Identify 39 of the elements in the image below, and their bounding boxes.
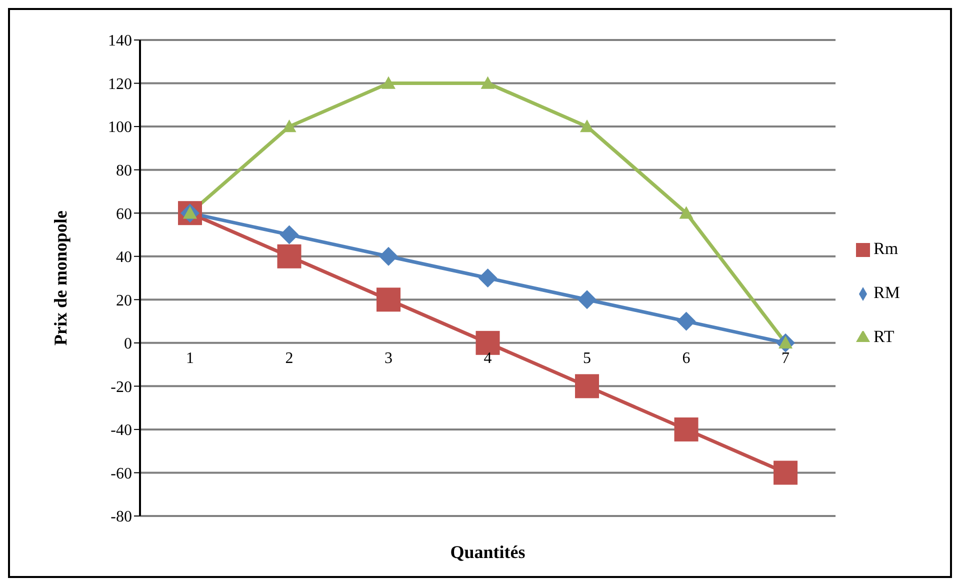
y-tick-label: 140 — [108, 32, 132, 50]
point — [578, 290, 597, 310]
x-tick-label: 4 — [484, 350, 492, 367]
y-tick-label: 0 — [124, 336, 132, 353]
point — [580, 120, 594, 132]
y-tick-label: 120 — [108, 76, 132, 93]
x-tick-label: 6 — [682, 350, 690, 367]
legend-label: Rm — [874, 239, 898, 258]
point — [575, 374, 600, 398]
y-tick-label: -20 — [110, 378, 132, 396]
point — [376, 288, 401, 312]
y-tick-label: -40 — [110, 422, 132, 440]
legend-label: RM — [874, 283, 900, 302]
y-tick-label: 40 — [116, 249, 132, 266]
point — [277, 244, 302, 268]
point — [282, 120, 296, 132]
y-tick-label: -60 — [110, 465, 132, 482]
x-tick-label: 1 — [186, 350, 194, 367]
point — [379, 246, 398, 266]
y-tick-label: 100 — [108, 119, 132, 136]
y-tick-label: 80 — [116, 162, 132, 180]
point — [679, 206, 694, 219]
legend-label: RT — [874, 327, 894, 346]
x-tick-label: 2 — [285, 350, 294, 367]
point — [280, 225, 299, 244]
x-tick-label: 5 — [583, 350, 592, 367]
y-tick-label: 60 — [116, 206, 132, 223]
x-axis-title: Quantités — [450, 542, 526, 562]
point — [480, 76, 495, 89]
point — [774, 460, 798, 485]
y-tick-label: -80 — [110, 508, 132, 526]
x-tick-label: 3 — [384, 350, 393, 367]
point — [674, 417, 698, 442]
y-axis-title: Prix de monopole — [50, 210, 70, 346]
x-tick-label: 7 — [782, 350, 790, 367]
point — [382, 76, 396, 89]
point — [676, 312, 696, 331]
y-tick-label: 20 — [116, 292, 132, 310]
point — [478, 268, 498, 288]
